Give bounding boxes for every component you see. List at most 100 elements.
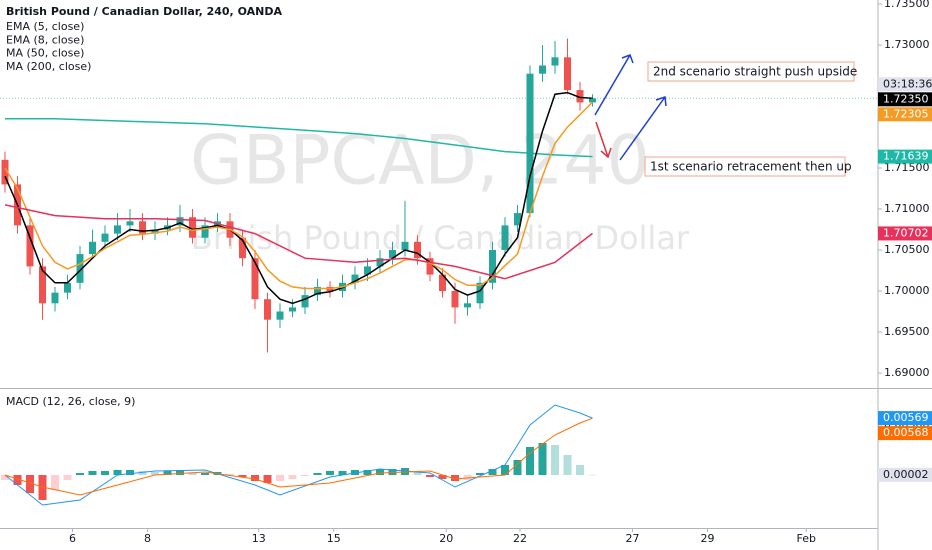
annotation-box [647, 61, 855, 82]
arrow [595, 121, 609, 158]
candle-body [51, 292, 59, 304]
y-tick-label: 1.73500 [884, 0, 930, 10]
x-tick-label: 15 [327, 532, 341, 545]
x-tick-label: 6 [69, 532, 76, 545]
price-label-bg [878, 149, 932, 164]
histogram-bar [301, 475, 309, 476]
histogram-bar [501, 465, 509, 475]
price-label: 0.00568 [883, 426, 929, 439]
candle-body [276, 311, 284, 320]
line-series [4, 417, 593, 496]
histogram-bar [476, 473, 484, 475]
histogram-bar [126, 470, 134, 475]
indicator-title: MACD (12, 26, close, 9) [6, 395, 135, 408]
chart-title: British Pound / Canadian Dollar, 240, OA… [6, 5, 282, 18]
histogram-bar [276, 475, 284, 481]
histogram-bar [63, 475, 72, 480]
histogram-bar [188, 473, 197, 475]
candle-body [551, 57, 559, 66]
histogram-bar [88, 471, 97, 475]
price-label-bg [878, 77, 932, 92]
price-label-bg [878, 226, 932, 241]
price-label: 1.70702 [883, 226, 929, 239]
histogram-bar [176, 470, 184, 475]
candle-body [176, 217, 184, 226]
histogram-bar [251, 475, 259, 481]
scenario-arrows [594, 54, 667, 161]
histogram-bar [451, 475, 459, 481]
histogram-bar [13, 475, 22, 485]
legend-entry: MA (200, close) [6, 60, 91, 73]
candle-body [426, 258, 434, 275]
candle-body [589, 98, 596, 103]
price-label: 0.00569 [883, 411, 929, 424]
x-tick-label: 22 [513, 532, 527, 545]
annotation-box [644, 156, 846, 177]
x-tick-label: Feb [797, 532, 816, 545]
candle-body [401, 241, 409, 251]
histogram-bar [326, 471, 334, 475]
histogram-bar [163, 471, 172, 475]
candle-body [189, 217, 196, 238]
candle-body [389, 250, 396, 259]
candle-body [576, 90, 584, 103]
histogram-bar [101, 471, 109, 475]
arrow-head [655, 95, 667, 107]
y-tick-label: 1.71500 [884, 161, 930, 174]
price-label-bg [878, 107, 932, 122]
candle-body [539, 65, 546, 74]
candle-body [201, 225, 209, 238]
price-label: 1.72350 [883, 92, 929, 105]
legend-entry: EMA (8, close) [6, 33, 84, 46]
histogram-bar [438, 475, 447, 479]
candle-body [76, 254, 84, 283]
candle-body [251, 258, 259, 300]
histogram-bar [338, 471, 347, 475]
candle-body [101, 233, 109, 242]
price-label-bg [878, 411, 932, 426]
candle-body [501, 225, 509, 251]
histogram-bar [201, 473, 209, 475]
histogram-bar [576, 465, 584, 475]
candle-body [514, 213, 521, 226]
histogram-bar [551, 445, 559, 475]
price-label: 0.00002 [883, 468, 929, 481]
candle-body [451, 291, 459, 308]
candle-body [114, 225, 121, 234]
candle-body [439, 274, 446, 291]
histogram-bar [588, 474, 597, 476]
y-tick-label: 1.69000 [884, 366, 930, 379]
candle-body [476, 282, 484, 304]
candle-body [314, 286, 321, 296]
candle-body [526, 73, 534, 214]
price-label: 1.71639 [883, 150, 929, 163]
histogram-bar [426, 475, 434, 477]
line-series [4, 204, 593, 280]
x-tick-label: 27 [626, 532, 640, 545]
histogram-bar [1, 475, 9, 480]
watermark-subtitle: British Pound / Canadian Dollar [191, 219, 690, 257]
candle-body [351, 274, 359, 283]
candle-body [264, 299, 271, 320]
price-label-bg [878, 92, 932, 107]
histogram-bar [488, 469, 497, 475]
watermark: GBPCAD, 240 [190, 122, 650, 201]
histogram-bar [138, 471, 147, 475]
histogram-bar [513, 460, 522, 475]
candle-body [376, 258, 384, 267]
candle-body [464, 303, 471, 308]
price-label: 1.72305 [883, 107, 929, 120]
histogram-bar [238, 475, 247, 477]
x-tick-label: 20 [439, 532, 453, 545]
histogram-bar [413, 472, 422, 475]
y-tick-label: 1.69500 [884, 325, 930, 338]
y-tick-label: 1.71000 [884, 202, 930, 215]
histogram-bar [226, 474, 234, 475]
histogram-bar [538, 443, 547, 475]
price-label: 03:18:36 [883, 77, 932, 90]
candle-body [39, 266, 46, 304]
plot-area [0, 38, 878, 506]
candle-body [414, 241, 421, 259]
candle-body [151, 229, 159, 234]
